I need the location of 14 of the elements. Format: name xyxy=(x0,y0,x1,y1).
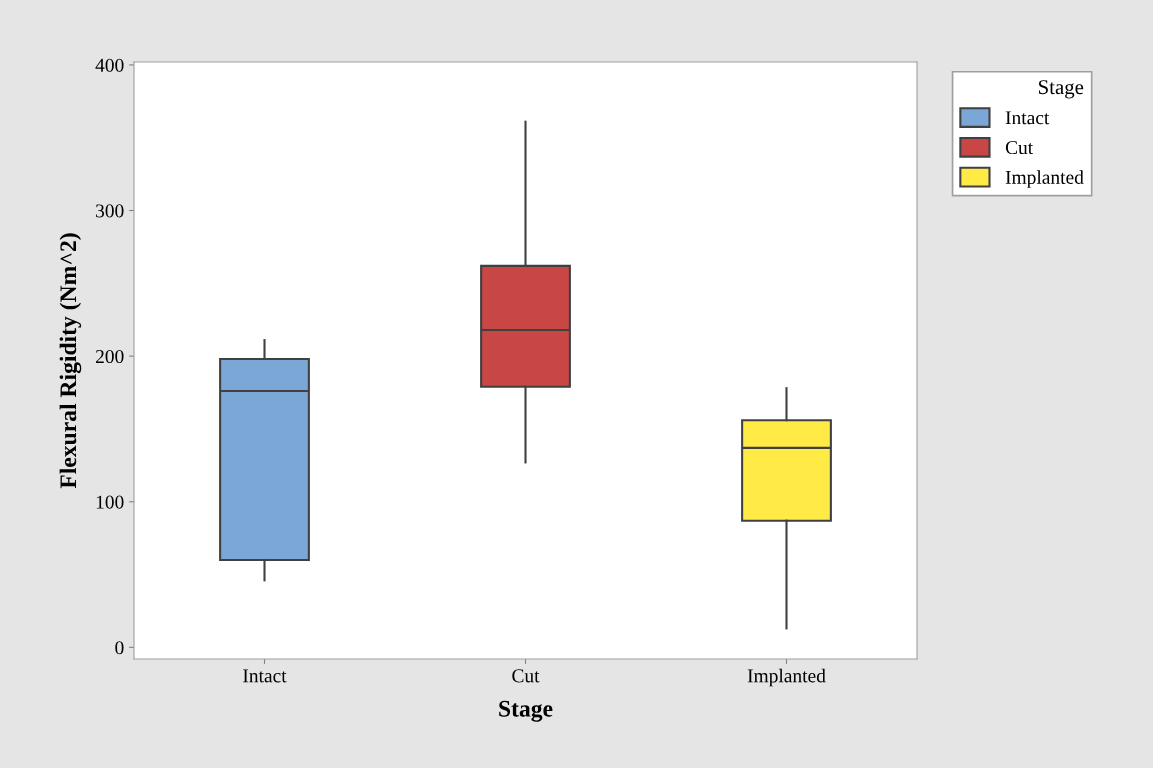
y-axis-title: Flexural Rigidity (Nm^2) xyxy=(59,233,82,489)
y-tick-label: 100 xyxy=(96,495,124,509)
legend-label: Cut xyxy=(1005,141,1034,155)
y-tick-label: 0 xyxy=(115,641,124,655)
x-tick-label: Cut xyxy=(512,669,540,683)
x-tick-label: Intact xyxy=(243,669,287,683)
legend-label: Intact xyxy=(1005,111,1050,125)
y-tick-label: 400 xyxy=(95,58,124,72)
x-axis-title: Stage xyxy=(499,700,553,722)
legend-title: Stage xyxy=(1039,80,1084,99)
legend-label: Implanted xyxy=(1005,170,1084,188)
y-tick-label: 200 xyxy=(95,349,124,364)
x-tick-label: Implanted xyxy=(747,668,826,687)
y-tick-label: 300 xyxy=(96,204,124,218)
